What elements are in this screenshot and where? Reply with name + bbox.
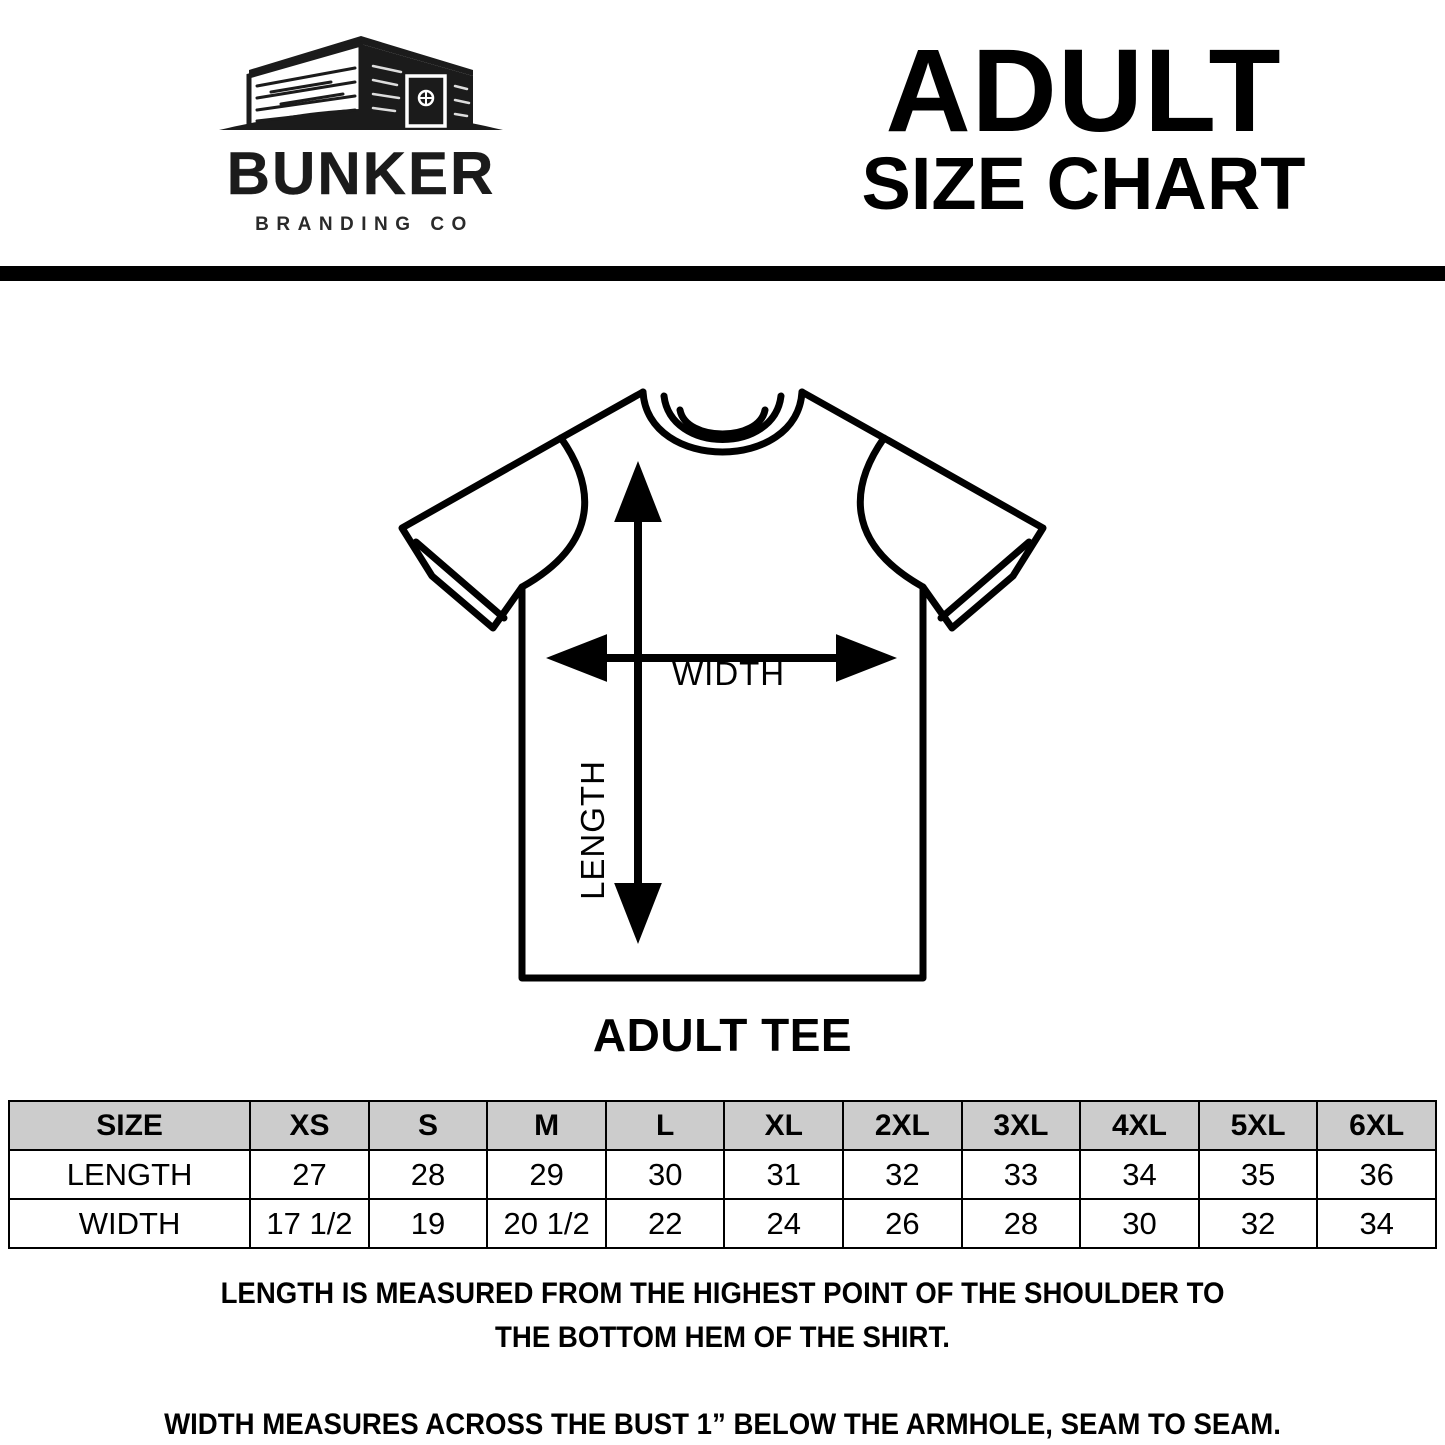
cell-width-3xl: 28: [960, 1198, 1082, 1249]
cell-width-2xl: 26: [842, 1198, 963, 1249]
tee-caption: ADULT TEE: [592, 1009, 853, 1061]
page-title: ADULT SIZE CHART: [722, 0, 1445, 266]
cell-length-l: 30: [604, 1149, 726, 1200]
column-header-2xl: 2XL: [842, 1100, 963, 1151]
footer-note-line-1: LENGTH IS MEASURED FROM THE HIGHEST POIN…: [220, 1277, 1225, 1310]
column-header-s: S: [367, 1100, 489, 1151]
length-label-wrap: LENGTH: [573, 740, 613, 920]
footer-notes: LENGTH IS MEASURED FROM THE HIGHEST POIN…: [0, 1262, 1445, 1445]
column-header-size: SIZE: [7, 1100, 252, 1151]
cell-width-4xl: 30: [1079, 1198, 1200, 1249]
cell-width-xl: 24: [723, 1198, 845, 1249]
cell-length-6xl: 36: [1316, 1149, 1437, 1200]
tee-illustration: [398, 388, 1047, 982]
column-header-4xl: 4XL: [1079, 1100, 1200, 1151]
logo-wordmark: BUNKER: [226, 140, 496, 207]
bunker-building-icon: [219, 36, 503, 130]
footer-note-line-2: THE BOTTOM HEM OF THE SHIRT.: [495, 1320, 950, 1354]
cell-width-m: 20 1/2: [486, 1198, 607, 1249]
footer-note-line-3: WIDTH MEASURES ACROSS THE BUST 1” BELOW …: [164, 1408, 1281, 1441]
cell-length-3xl: 33: [960, 1149, 1082, 1200]
title-main: ADULT: [885, 24, 1282, 157]
title-sub: SIZE CHART: [861, 142, 1306, 226]
brand-logo: BUNKER BRANDING CO: [0, 0, 722, 266]
cell-width-5xl: 32: [1197, 1198, 1319, 1249]
width-label: WIDTH: [672, 655, 786, 692]
cell-width-xs: 17 1/2: [249, 1198, 370, 1249]
column-header-m: M: [486, 1100, 607, 1151]
size-chart-table: SIZE XS S M L XL 2XL 3XL 4XL 5XL 6XL LEN…: [7, 1100, 1437, 1249]
cell-length-2xl: 32: [842, 1149, 963, 1200]
cell-width-6xl: 34: [1316, 1198, 1437, 1249]
cell-length-4xl: 34: [1079, 1149, 1200, 1200]
column-header-3xl: 3XL: [960, 1100, 1082, 1151]
column-header-5xl: 5XL: [1197, 1100, 1319, 1151]
cell-length-s: 28: [367, 1149, 489, 1200]
cell-length-xs: 27: [249, 1149, 370, 1200]
column-header-6xl: 6XL: [1316, 1100, 1437, 1151]
cell-length-m: 29: [486, 1149, 607, 1200]
column-header-xl: XL: [723, 1100, 845, 1151]
logo-subtext: BRANDING CO: [255, 214, 474, 235]
table-header-row: SIZE XS S M L XL 2XL 3XL 4XL 5XL 6XL: [7, 1100, 1437, 1151]
cell-width-s: 19: [367, 1198, 489, 1249]
column-header-xs: XS: [249, 1100, 370, 1151]
header-divider: [0, 266, 1445, 281]
table-row-width: WIDTH 17 1/2 19 20 1/2 22 24 26 28 30 32…: [7, 1198, 1437, 1249]
tee-diagram: WIDTH LENGTH ADULT TEE: [0, 300, 1445, 1061]
cell-length-5xl: 35: [1197, 1149, 1319, 1200]
cell-width-l: 22: [604, 1198, 726, 1249]
measurement-arrows: [546, 461, 897, 944]
row-label-width: WIDTH: [7, 1198, 252, 1249]
length-label: LENGTH: [574, 760, 612, 900]
row-label-length: LENGTH: [7, 1149, 252, 1200]
table-row-length: LENGTH 27 28 29 30 31 32 33 34 35 36: [7, 1149, 1437, 1200]
column-header-l: L: [604, 1100, 726, 1151]
page-header: BUNKER BRANDING CO ADULT SIZE CHART: [0, 0, 1445, 266]
cell-length-xl: 31: [723, 1149, 845, 1200]
